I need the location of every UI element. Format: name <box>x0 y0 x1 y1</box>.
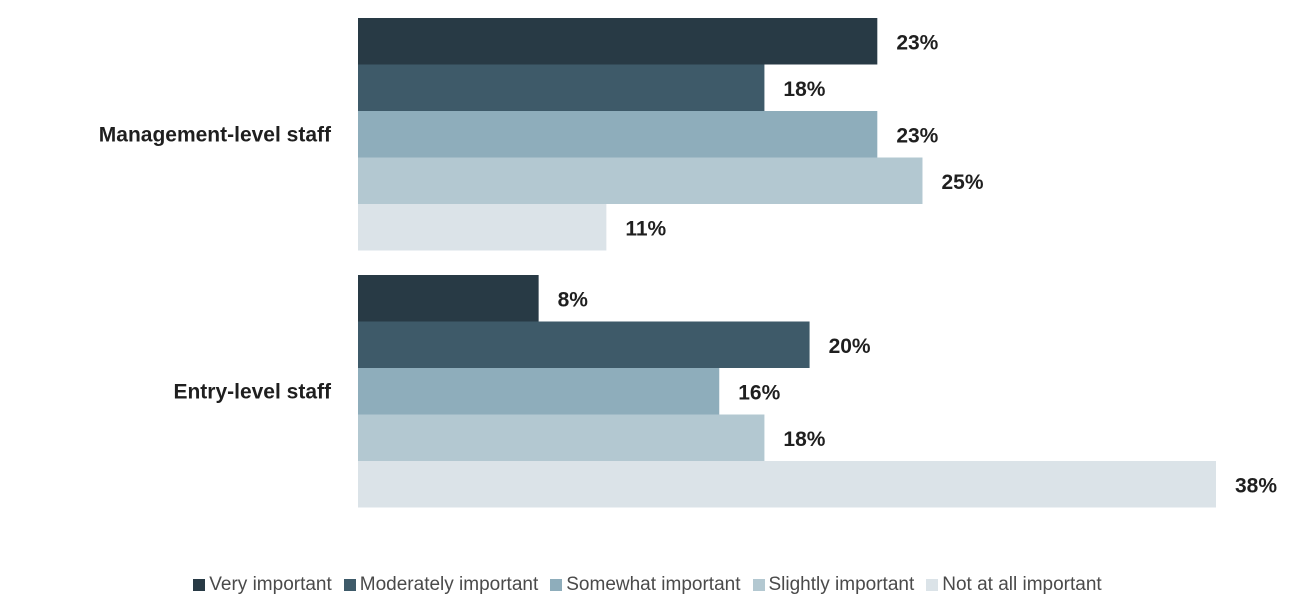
legend-item: Somewhat important <box>550 574 741 596</box>
legend-item: Moderately important <box>343 574 539 596</box>
data-labels: 23% 18% 23% 25% 11% 8% 20% 16% 18% 38% <box>558 31 1278 497</box>
bar <box>358 321 810 368</box>
bar <box>358 157 923 204</box>
legend-item: Slightly important <box>752 574 915 596</box>
bar <box>358 368 720 415</box>
legend-label: Not at all important <box>942 574 1102 595</box>
category-labels: Management-level staff Entry-level staff <box>99 123 332 403</box>
legend-swatch <box>926 579 939 591</box>
data-label: 23% <box>896 31 938 54</box>
bar <box>358 414 765 461</box>
data-label: 20% <box>829 335 871 358</box>
legend-swatch <box>193 579 206 591</box>
legend-swatch <box>343 579 356 591</box>
data-label: 11% <box>625 217 666 240</box>
bar <box>358 64 765 111</box>
bar <box>358 111 878 158</box>
data-label: 18% <box>783 428 825 451</box>
data-label: 38% <box>1235 474 1277 497</box>
legend-label: Very important <box>209 574 332 595</box>
bar <box>358 461 1216 508</box>
category-label: Entry-level staff <box>173 380 332 403</box>
legend-swatch <box>752 579 765 591</box>
bar <box>358 18 878 65</box>
bars <box>358 18 1216 508</box>
legend-label: Somewhat important <box>566 574 741 595</box>
data-label: 16% <box>738 381 780 404</box>
bar <box>358 204 607 251</box>
data-label: 25% <box>941 171 983 194</box>
bar <box>358 275 539 322</box>
legend: Very important Moderately important Somewh… <box>0 574 1295 596</box>
category-label: Management-level staff <box>99 123 332 146</box>
legend-swatch <box>550 579 563 591</box>
data-label: 18% <box>783 78 825 101</box>
legend-item: Very important <box>193 574 332 596</box>
data-label: 8% <box>558 288 589 311</box>
legend-item: Not at all important <box>926 574 1102 596</box>
legend-label: Moderately important <box>359 574 539 595</box>
data-label: 23% <box>896 124 938 147</box>
legend-label: Slightly important <box>768 574 915 595</box>
